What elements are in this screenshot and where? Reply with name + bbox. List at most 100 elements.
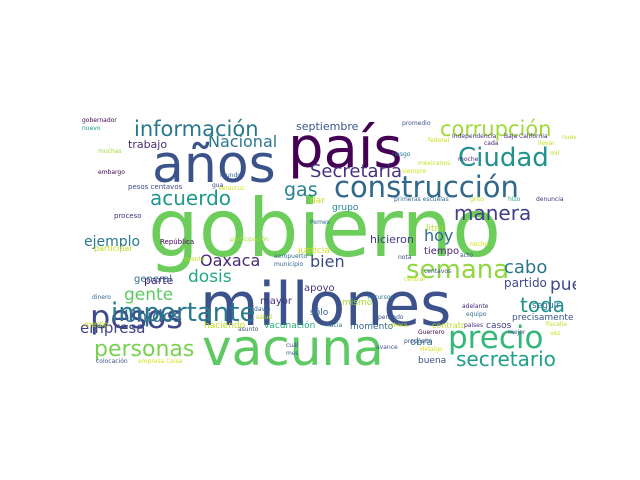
word-hoy: hoy <box>424 226 454 245</box>
word-tiempo: tiempo <box>424 246 460 257</box>
word-baja-california: Baja California <box>504 133 548 140</box>
word-participar: participar <box>94 244 133 253</box>
word-denuncia: denuncia <box>536 196 564 203</box>
word-dosis: dosis <box>188 267 232 287</box>
word-avance: avance <box>376 344 398 351</box>
word-ejemplo: ejemplo <box>84 234 141 250</box>
word-riesgo: riesgo <box>392 151 411 158</box>
word-momento: momento <box>350 322 394 332</box>
word-proposito: propósito <box>404 338 433 345</box>
word-gobierno: gobierno <box>148 182 502 275</box>
word-participacion: participación <box>230 236 269 243</box>
word-colocacion: colocación <box>96 358 128 365</box>
word-pemex: Pemex <box>310 219 331 226</box>
word-pais: país <box>288 117 403 181</box>
word-asunto: asunto <box>238 326 259 333</box>
word-nueve: nueve <box>562 134 576 141</box>
word-vacunacion: vacunación <box>264 321 316 331</box>
word-litro: litro <box>426 224 444 234</box>
word-gua: gua <box>212 182 224 189</box>
word-pensado: pensado <box>378 314 404 321</box>
word-gobernador: gobernador <box>82 117 117 124</box>
word-partido: partido <box>504 276 547 290</box>
word-secretario: secretario <box>456 347 556 369</box>
word-empresa-celsa: empresa Celsa <box>138 358 183 365</box>
word-seguir: seguir <box>532 301 560 311</box>
word-semana: semana <box>406 255 510 285</box>
word-salud: salud <box>256 314 273 321</box>
word-equipo: equipo <box>466 311 487 318</box>
word-mil: mil <box>550 150 560 157</box>
word-cabo: cabo <box>504 257 548 278</box>
word-millones: millones <box>200 270 452 340</box>
word-primeras-escuelas: primeras escuelas <box>394 196 449 203</box>
word-pesos: pesos <box>90 298 183 336</box>
word-muchas: muchas <box>98 148 122 155</box>
word-guerrero: Guerrero <box>418 329 445 336</box>
word-bien: bien <box>310 252 345 271</box>
word-nota: nota <box>398 254 412 261</box>
word-hizo: hizo <box>508 196 521 203</box>
word-septiembre: septiembre <box>296 120 359 133</box>
word-municipio: municipio <box>274 261 304 268</box>
word-federal: federal <box>428 137 450 144</box>
word-vacuna: vacuna <box>202 319 384 369</box>
word-ahora: ahora <box>390 322 408 329</box>
word-central: central <box>404 276 425 283</box>
word-republica: República <box>160 238 195 246</box>
word-apoyo: apoyo <box>304 283 335 294</box>
word-importante: importante <box>111 298 256 328</box>
word-acto: acto <box>460 252 473 259</box>
word-vez: vez <box>550 330 561 337</box>
word-mes: mes <box>286 350 299 357</box>
word-medio: medio <box>84 320 109 329</box>
word-corrupcion: corrupción <box>440 117 552 141</box>
word-mejor: mejor <box>508 329 526 336</box>
word-cloud: gobierno millones vacuna país años const… <box>80 117 576 369</box>
word-haciendo: haciendo <box>204 321 246 331</box>
word-parte: parte <box>144 274 174 287</box>
word-mismo: mismo <box>342 298 373 308</box>
word-gas: gas <box>284 179 318 201</box>
word-centavos: centavos <box>424 268 452 275</box>
word-ciudad: Ciudad <box>458 143 549 173</box>
word-oaxaca: Oaxaca <box>200 251 261 270</box>
word-mexicanos: mexicanos <box>418 160 451 167</box>
word-independencia: Independencia <box>452 133 497 140</box>
word-promedio: promedio <box>402 120 431 127</box>
word-dinero: dinero <box>92 294 111 301</box>
word-anos: años <box>152 135 276 195</box>
word-veracruz: Veracruz <box>218 185 245 192</box>
word-siempre: siempre <box>402 168 427 175</box>
word-paises: países <box>464 322 484 329</box>
word-empresa: empresa <box>80 319 146 337</box>
word-mundo: mundo <box>220 172 241 179</box>
word-pueblo: pueblo <box>550 275 576 295</box>
word-hidalgo: Hidalgo <box>420 346 443 353</box>
word-buena: buena <box>418 356 447 366</box>
word-proceso: proceso <box>114 212 142 220</box>
word-nuevo: nuevo <box>82 125 101 132</box>
word-llevar: llevar <box>538 140 555 147</box>
word-precio: precio <box>448 320 544 356</box>
word-dar: dar <box>310 196 325 206</box>
word-embargo: embargo <box>98 169 125 176</box>
word-cada: cada <box>484 140 499 147</box>
word-pesos-centavos: pesos centavos <box>128 183 183 191</box>
word-contrato: contrato <box>432 321 466 330</box>
word-moche: moche <box>458 156 479 163</box>
word-cual: cuál <box>286 342 299 349</box>
word-informacion: información <box>134 117 259 141</box>
word-todavia: todavía <box>248 306 271 313</box>
word-fiscalia: fiscalía <box>546 321 567 328</box>
word-gente: gente <box>124 285 174 305</box>
word-aeropuerto: aeropuerto <box>274 253 308 260</box>
word-hicieron: hicieron <box>370 233 414 246</box>
word-hecho: hecho <box>470 241 489 248</box>
word-mayor: mayor <box>260 296 293 307</box>
word-construccion: construcción <box>334 170 519 204</box>
word-adelante: adelante <box>462 303 489 310</box>
word-toda: toda <box>520 293 566 317</box>
word-general: general <box>134 274 173 285</box>
word-hacia: hacia <box>326 322 343 329</box>
